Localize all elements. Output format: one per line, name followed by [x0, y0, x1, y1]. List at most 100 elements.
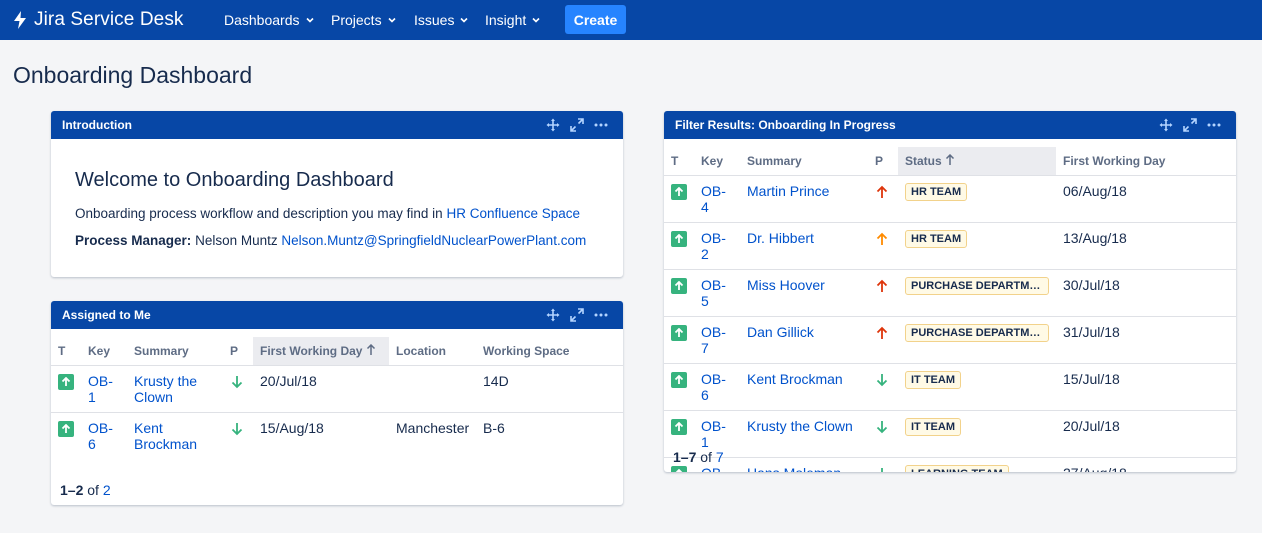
issue-summary-link[interactable]: Kent Brockman	[134, 419, 198, 452]
confluence-space-link[interactable]: HR Confluence Space	[446, 206, 581, 221]
cell-priority	[868, 456, 898, 472]
cell-priority	[868, 409, 898, 457]
nav-projects-label: Projects	[331, 12, 382, 28]
cell-key: OB-1	[694, 409, 740, 457]
issue-summary-link[interactable]: Krusty the Clown	[134, 372, 198, 405]
issue-key-link[interactable]: OB-4	[701, 182, 726, 215]
cell-key: OB-5	[694, 268, 740, 316]
column-header-working-space[interactable]: Working Space	[483, 343, 570, 358]
maximize-icon[interactable]	[1182, 117, 1198, 133]
cell-first-working-day: 06/Aug/18	[1056, 174, 1236, 222]
issue-key-link[interactable]: OB-1	[88, 372, 113, 405]
status-lozenge: IT TEAM	[905, 370, 961, 389]
maximize-icon[interactable]	[569, 307, 585, 323]
cell-summary: Kent Brockman	[127, 411, 223, 459]
column-header-first-working-day[interactable]: First Working Day	[1063, 153, 1166, 168]
maximize-icon[interactable]	[569, 117, 585, 133]
column-header-type[interactable]: T	[671, 153, 679, 168]
issue-key-link[interactable]: OB-6	[701, 370, 726, 403]
nav-projects[interactable]: Projects	[331, 12, 396, 28]
nav-issues[interactable]: Issues	[414, 12, 469, 28]
sort-ascending-icon	[946, 153, 955, 165]
result-total-link[interactable]: 7	[715, 449, 724, 465]
move-icon[interactable]	[545, 117, 561, 133]
cell-status: LEARNING TEAM	[898, 456, 1056, 472]
create-button[interactable]: Create	[565, 5, 626, 34]
story-icon	[671, 371, 687, 388]
column-header-first-working-day[interactable]: First Working Day	[253, 337, 389, 365]
cell-key: OB-4	[694, 174, 740, 222]
column-header-key[interactable]: Key	[88, 343, 111, 358]
issue-summary-link[interactable]: Dr. Hibbert	[747, 229, 814, 246]
priority-low-icon	[876, 420, 888, 433]
status-lozenge: LEARNING TEAM	[905, 464, 1009, 472]
process-manager-label: Process Manager:	[75, 233, 192, 248]
column-header-location[interactable]: Location	[396, 343, 446, 358]
more-options-icon[interactable]	[593, 307, 609, 323]
jira-service-desk-icon	[14, 11, 26, 29]
table-row[interactable]: OB-4 Martin Prince HR TEAM 06/Aug/18	[664, 174, 1236, 222]
chevron-down-icon	[532, 17, 540, 23]
page-title: Onboarding Dashboard	[13, 62, 253, 88]
move-icon[interactable]	[1158, 117, 1174, 133]
nav-insight[interactable]: Insight	[485, 12, 540, 28]
issue-key-link[interactable]: OB-3	[701, 465, 726, 473]
cell-type	[51, 411, 81, 459]
assigned-to-me-gadget: Assigned to Me T Key Summary P First Wor…	[51, 301, 623, 505]
issue-summary-link[interactable]: Martin Prince	[747, 182, 830, 199]
column-header-status[interactable]: Status	[898, 147, 1056, 175]
table-row[interactable]: OB-3 Hans Moleman LEARNING TEAM 27/Aug/18	[664, 456, 1236, 473]
column-header-key[interactable]: Key	[701, 153, 724, 168]
issue-summary-link[interactable]: Miss Hoover	[747, 276, 825, 293]
process-manager-line: Process Manager: Nelson Muntz Nelson.Mun…	[75, 233, 599, 248]
issue-key-link[interactable]: OB-6	[88, 419, 113, 452]
issue-summary-link[interactable]: Krusty the Clown	[747, 417, 853, 434]
cell-summary: Kent Brockman	[740, 362, 868, 410]
issue-summary-link[interactable]: Dan Gillick	[747, 323, 814, 340]
table-row[interactable]: OB-6 Kent Brockman 15/Aug/18 Manchester B-6	[51, 411, 623, 459]
cell-location	[389, 364, 476, 412]
more-options-icon[interactable]	[1206, 117, 1222, 133]
cell-status: HR TEAM	[898, 174, 1056, 222]
table-row[interactable]: OB-5 Miss Hoover PURCHASE DEPARTMENT 30/Jul…	[664, 268, 1236, 316]
cell-type	[664, 268, 694, 316]
column-header-priority[interactable]: P	[230, 343, 239, 358]
issue-summary-link[interactable]: Hans Moleman	[747, 465, 841, 473]
cell-summary: Dr. Hibbert	[740, 221, 868, 269]
chevron-down-icon	[460, 17, 469, 23]
cell-first-working-day: 15/Jul/18	[1056, 362, 1236, 410]
gadget-tools	[545, 307, 609, 323]
move-icon[interactable]	[545, 307, 561, 323]
process-manager-email-link[interactable]: Nelson.Muntz@SpringfieldNuclearPowerPlan…	[281, 233, 587, 248]
cell-status: PURCHASE DEPARTMENT	[898, 315, 1056, 363]
filter-results-gadget: Filter Results: Onboarding In Progress T…	[664, 111, 1236, 472]
cell-key: OB-3	[694, 456, 740, 473]
status-lozenge: IT TEAM	[905, 417, 961, 436]
column-header-summary[interactable]: Summary	[134, 343, 189, 358]
table-row[interactable]: OB-1 Krusty the Clown IT TEAM 20/Jul/18	[664, 409, 1236, 457]
table-row[interactable]: OB-1 Krusty the Clown 20/Jul/18 14D	[51, 364, 623, 412]
cell-summary: Martin Prince	[740, 174, 868, 222]
table-row[interactable]: OB-6 Kent Brockman IT TEAM 15/Jul/18	[664, 362, 1236, 410]
gadget-header: Filter Results: Onboarding In Progress	[664, 111, 1236, 139]
priority-high-icon	[876, 326, 888, 339]
table-row[interactable]: OB-7 Dan Gillick PURCHASE DEPARTMENT 31/Jul…	[664, 315, 1236, 363]
column-header-priority[interactable]: P	[875, 153, 884, 168]
issue-summary-link[interactable]: Kent Brockman	[747, 370, 843, 387]
table-row[interactable]: OB-2 Dr. Hibbert HR TEAM 13/Aug/18	[664, 221, 1236, 269]
story-icon	[671, 230, 687, 247]
issue-key-link[interactable]: OB-7	[701, 323, 726, 356]
issue-key-link[interactable]: OB-5	[701, 276, 726, 309]
column-header-type[interactable]: T	[58, 343, 66, 358]
cell-key: OB-1	[81, 364, 127, 412]
column-header-summary[interactable]: Summary	[747, 153, 802, 168]
more-options-icon[interactable]	[593, 117, 609, 133]
result-of: of	[83, 482, 103, 498]
issue-key-link[interactable]: OB-1	[701, 417, 726, 450]
priority-high-icon	[876, 185, 888, 198]
nav-dashboards[interactable]: Dashboards	[224, 12, 314, 28]
issue-key-link[interactable]: OB-2	[701, 229, 726, 262]
jira-logo[interactable]: Jira Service Desk	[12, 9, 184, 31]
result-total-link[interactable]: 2	[102, 482, 111, 498]
intro-body: Welcome to Onboarding Dashboard Onboardi…	[51, 139, 623, 248]
